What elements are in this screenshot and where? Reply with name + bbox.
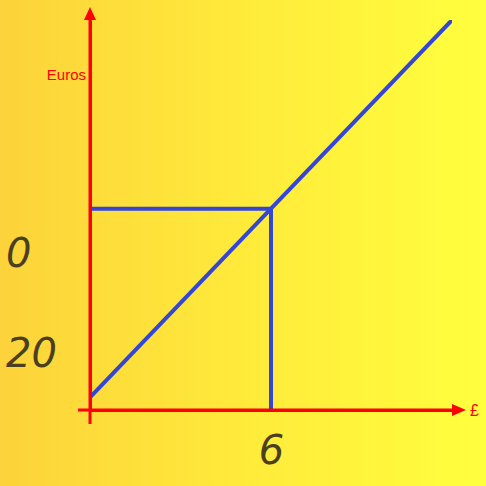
- x-tick-label: 6: [259, 427, 284, 473]
- data-line: [90, 20, 452, 397]
- x-axis-arrow: [452, 404, 466, 416]
- annotation: 0: [6, 230, 31, 276]
- x-axis-title: £: [470, 402, 479, 419]
- x-tick: 6: [259, 410, 284, 473]
- x-axis-extension: [78, 409, 456, 412]
- annotation: 20: [6, 330, 57, 376]
- y-axis-title: Euros: [47, 66, 86, 83]
- guide-horizontal: [90, 207, 271, 211]
- chart: 6 Euros £0 20: [0, 0, 486, 486]
- guide-vertical: [269, 209, 273, 410]
- y-axis-extension: [89, 20, 92, 424]
- x-axis: 6: [91, 410, 453, 473]
- plot-area: [90, 20, 452, 410]
- y-axis-arrow: [84, 7, 96, 20]
